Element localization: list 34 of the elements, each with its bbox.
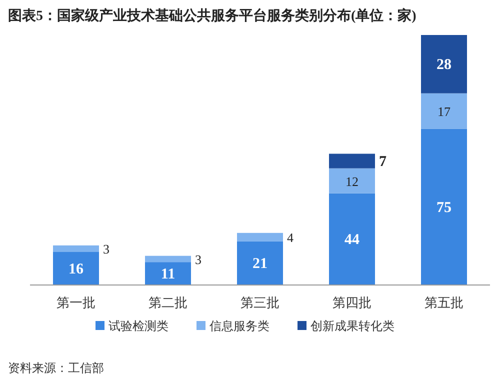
legend-label: 试验检测类 bbox=[108, 319, 168, 333]
bar bbox=[145, 256, 191, 262]
legend-label: 信息服务类 bbox=[210, 319, 270, 333]
x-tick-label: 第二批 bbox=[148, 295, 188, 310]
data-label: 16 bbox=[68, 261, 84, 278]
bar bbox=[237, 241, 283, 285]
legend-label: 创新成果转化类 bbox=[310, 319, 394, 333]
chart-title: 图表5：国家级产业技术基础公共服务平台服务类别分布(单位：家) bbox=[8, 7, 417, 24]
data-label: 12 bbox=[346, 174, 358, 189]
data-label: 7 bbox=[379, 154, 387, 170]
bar bbox=[421, 93, 467, 129]
bar bbox=[53, 252, 99, 285]
bar bbox=[329, 154, 375, 168]
data-label: 4 bbox=[287, 230, 294, 246]
x-tick-label: 第三批 bbox=[240, 295, 280, 310]
bar bbox=[237, 232, 283, 242]
bar bbox=[329, 168, 375, 194]
bar bbox=[53, 245, 99, 252]
x-tick-label: 第一批 bbox=[56, 295, 96, 310]
data-label: 17 bbox=[438, 104, 451, 120]
text: 资料来源：工信部 bbox=[8, 361, 104, 375]
x-tick-label: 第四批 bbox=[332, 295, 372, 310]
bar bbox=[421, 128, 467, 285]
data-label: 44 bbox=[344, 232, 360, 248]
bar bbox=[329, 193, 375, 285]
data-label: 11 bbox=[160, 266, 176, 283]
data-label: 28 bbox=[436, 57, 452, 74]
data-label: 3 bbox=[195, 252, 202, 267]
bar bbox=[421, 35, 467, 94]
data-label: 21 bbox=[252, 256, 268, 272]
data-label: 3 bbox=[103, 242, 110, 257]
bar bbox=[145, 262, 191, 285]
x-tick-label: 第五批 bbox=[424, 295, 464, 310]
data-label: 75 bbox=[436, 200, 452, 216]
